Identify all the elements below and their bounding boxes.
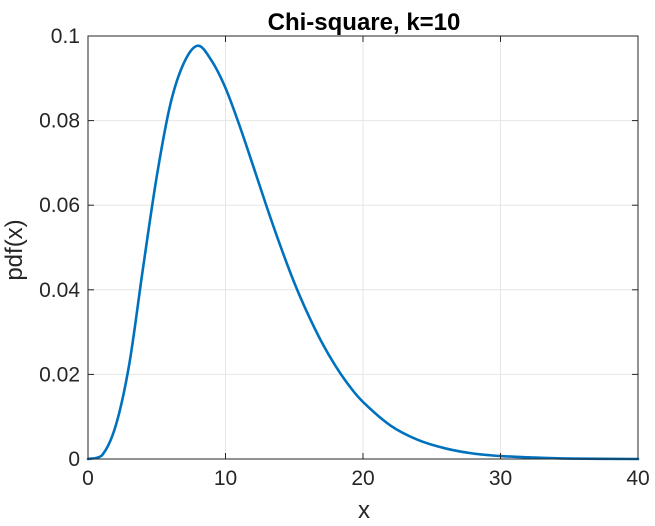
- y-tick-label: 0.04: [39, 279, 80, 302]
- x-tick-label: 40: [626, 467, 649, 490]
- x-axis-label: x: [358, 497, 370, 524]
- y-axis-label: pdf(x): [1, 219, 28, 280]
- y-tick-label: 0.08: [39, 110, 80, 133]
- x-tick-label: 20: [351, 467, 374, 490]
- x-tick-label: 0: [82, 467, 94, 490]
- pdf-curve: [86, 44, 640, 461]
- x-tick-label: 30: [489, 467, 512, 490]
- y-tick-label: 0.1: [51, 25, 80, 48]
- series-layer: [86, 44, 640, 461]
- y-tick-label: 0: [68, 448, 80, 471]
- ticks: [87, 35, 639, 460]
- y-tick-label: 0.02: [39, 363, 80, 386]
- tick-labels: 0 10 20 30 40 0 0.02 0.04 0.06 0.08 0.1: [39, 25, 650, 490]
- x-tick-label: 10: [214, 467, 237, 490]
- chart-title: Chi-square, k=10: [268, 9, 461, 36]
- y-tick-label: 0.06: [39, 194, 80, 217]
